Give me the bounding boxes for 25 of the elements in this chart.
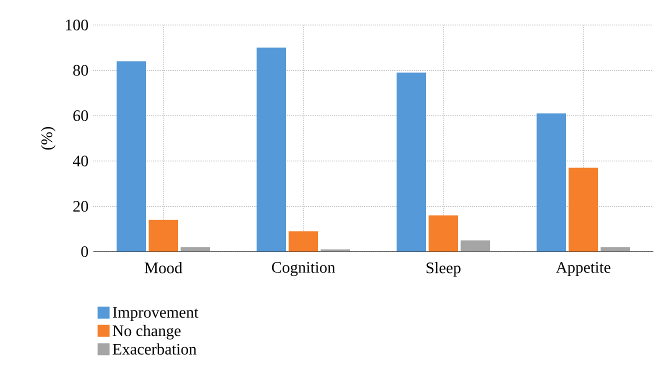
bar	[180, 247, 210, 252]
y-tick-label: 0	[81, 246, 88, 258]
x-tick-label: Sleep	[426, 262, 460, 277]
bar	[568, 168, 598, 252]
legend-label: No change	[112, 324, 181, 340]
y-tick-label: 80	[73, 64, 88, 76]
bar	[428, 215, 458, 252]
bar	[256, 48, 286, 252]
bar	[600, 247, 630, 252]
y-tick-label: 60	[73, 110, 88, 122]
bar	[116, 61, 146, 252]
bar	[460, 240, 490, 252]
legend-label: Improvement	[112, 307, 198, 322]
bar	[536, 113, 566, 252]
legend-label: Exacerbation	[112, 343, 196, 355]
bar	[148, 220, 178, 252]
x-tick-label: Appetite	[556, 262, 610, 276]
bar	[396, 72, 426, 252]
x-tick-label: Cognition	[272, 262, 336, 276]
y-tick-label: 40	[72, 156, 88, 166]
y-tick-label: 100	[66, 20, 88, 30]
y-axis-title: (%)	[40, 127, 56, 150]
x-tick-label: Mood	[144, 262, 182, 274]
bar	[288, 231, 318, 252]
y-tick-label: 20	[73, 200, 88, 212]
